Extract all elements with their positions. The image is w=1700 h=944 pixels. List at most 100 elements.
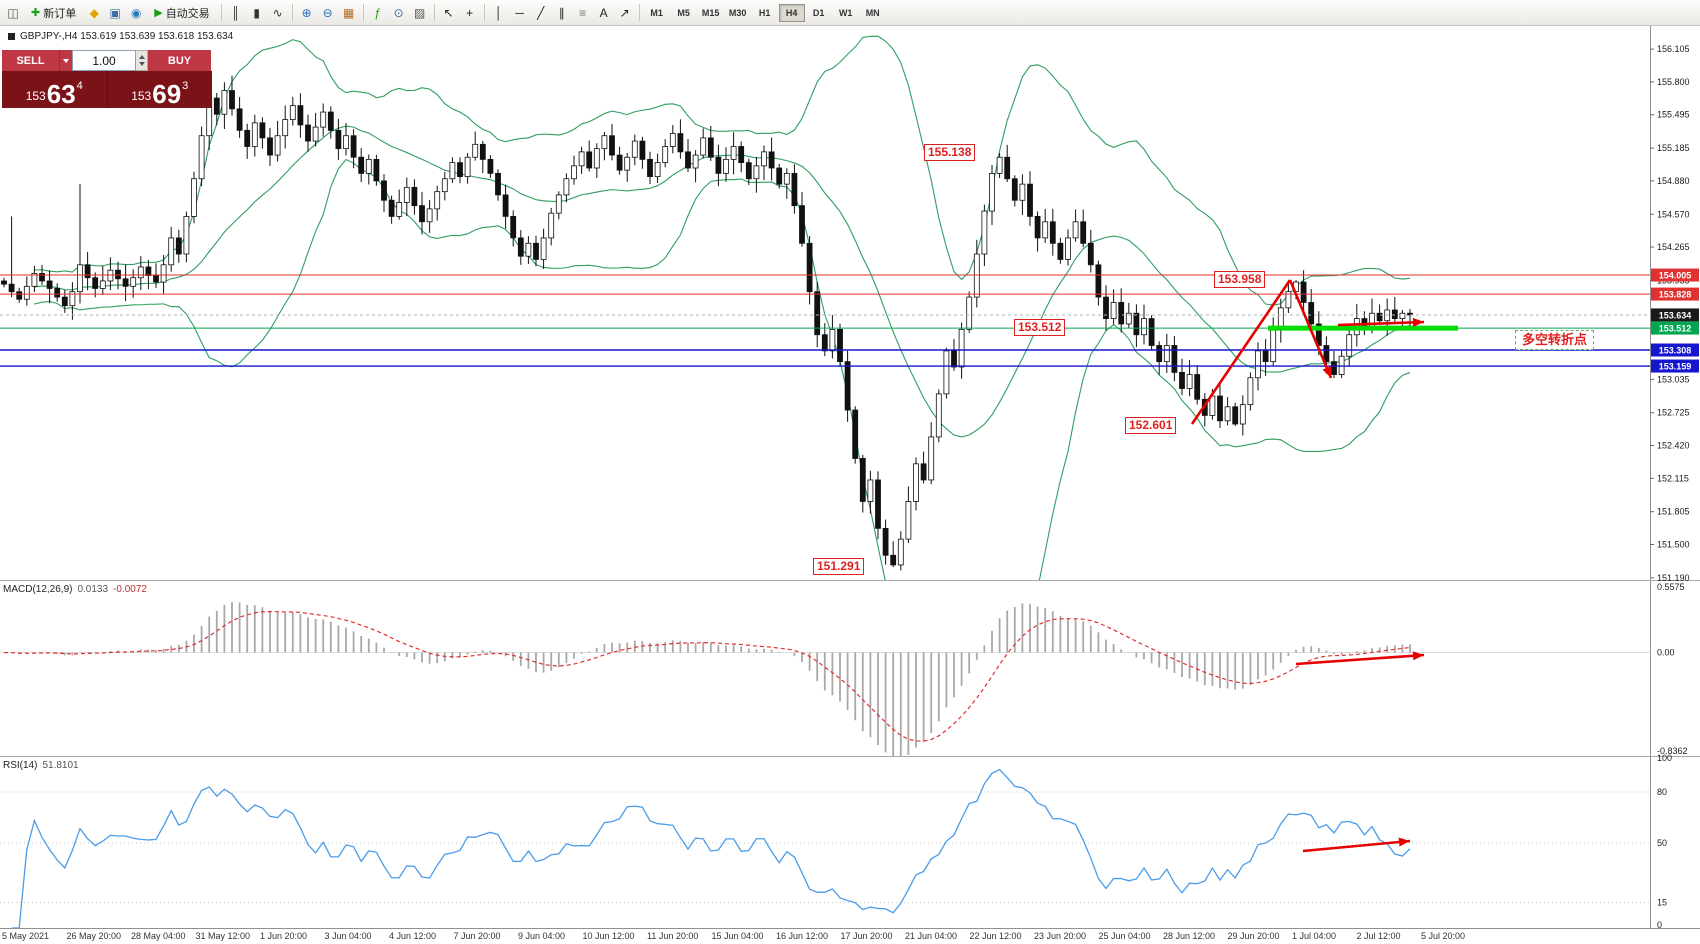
- timeframe-d1-button[interactable]: D1: [812, 7, 825, 18]
- bull-candle-body: [631, 140, 638, 158]
- price-annotation-label[interactable]: 153.512: [1014, 319, 1066, 336]
- red-trend-arrow[interactable]: [1302, 839, 1411, 853]
- bear-candle-body: [487, 158, 494, 174]
- volume-input[interactable]: [72, 50, 136, 71]
- timeframe-h4-button[interactable]: H4: [778, 3, 805, 22]
- bull-candle-body: [130, 277, 137, 287]
- bull-candle-body: [403, 186, 410, 203]
- bear-candle-body: [806, 242, 813, 293]
- toolbar-separator: [483, 4, 485, 21]
- red-trend-arrow[interactable]: [1190, 279, 1292, 425]
- timeframe-h1-button[interactable]: H1: [758, 7, 771, 18]
- volume-spinner[interactable]: [136, 50, 148, 71]
- price-annotation-label[interactable]: 151.291: [813, 558, 865, 575]
- turning-point-label[interactable]: 多空转折点: [1515, 330, 1595, 350]
- macd-name: MACD(12,26,9): [3, 584, 73, 595]
- bollinger-upper-band: [34, 35, 1411, 306]
- trendline-icon[interactable]: ╱: [537, 5, 545, 20]
- rsi-axis-label: 15: [1657, 898, 1667, 908]
- buy-button[interactable]: BUY: [148, 50, 211, 71]
- bull-candle-body: [958, 328, 965, 368]
- main-toolbar: ◫ ✚ 新订单 ◆ ▣ ◉ ▶ 自动交易 ║ ▮ ∿ ⊕ ⊖ ▦ ƒ ⊙ ▨ ↖ + │ ─ ╱ ∥ ≡ A ↗ M1 M5 M15 M3…: [0, 0, 1700, 26]
- indicators-icon[interactable]: ƒ: [374, 5, 382, 20]
- zoom-out-icon[interactable]: ⊖: [322, 5, 333, 20]
- time-axis-label: 5 May 2021: [2, 931, 49, 941]
- price-axis-label: 152.115: [1657, 473, 1689, 483]
- equidistant-channel-icon[interactable]: ∥: [558, 5, 565, 20]
- fibonacci-icon[interactable]: ≡: [579, 5, 587, 20]
- price-annotation-label[interactable]: 155.138: [924, 144, 976, 161]
- bull-candle-body: [168, 237, 175, 266]
- bear-candle-body: [609, 135, 615, 156]
- sell-button[interactable]: SELL: [2, 50, 59, 71]
- bear-candle-body: [373, 158, 380, 182]
- red-trend-arrow[interactable]: [1295, 653, 1425, 666]
- bear-candle-body: [54, 288, 61, 298]
- crosshair-icon[interactable]: +: [466, 5, 474, 20]
- trend-arrows[interactable]: [1190, 279, 1425, 853]
- bull-candle-body: [662, 146, 669, 164]
- bear-candle-body: [115, 269, 121, 280]
- bull-candle-body: [525, 242, 532, 257]
- time-axis-label: 26 May 20:00: [67, 931, 122, 941]
- arrow-head-icon: [1322, 366, 1331, 378]
- horizontal-lines[interactable]: [0, 274, 1650, 367]
- red-trend-arrow[interactable]: [1337, 320, 1425, 327]
- timeframe-m5-button[interactable]: M5: [677, 7, 690, 18]
- bear-candle-body: [1331, 361, 1337, 375]
- bull-candle-body: [137, 266, 144, 279]
- new-order-button[interactable]: ✚ 新订单: [24, 3, 83, 23]
- timeframe-m1-button[interactable]: M1: [650, 7, 663, 18]
- tile-windows-icon[interactable]: ▦: [343, 5, 355, 20]
- bull-candle-body: [472, 143, 479, 158]
- time-axis-label: 2 Jul 12:00: [1357, 931, 1401, 941]
- templates-icon[interactable]: ▨: [414, 5, 426, 20]
- text-label-icon[interactable]: A: [599, 5, 608, 20]
- bear-candle-body: [882, 527, 889, 556]
- chart-window-icon[interactable]: ◫: [7, 5, 19, 20]
- macd-signal-line: [3, 610, 1411, 742]
- zoom-in-icon[interactable]: ⊕: [301, 5, 312, 20]
- red-trend-arrow[interactable]: [1288, 279, 1333, 379]
- bear-candle-body: [381, 180, 387, 201]
- bull-candle-body: [1110, 302, 1117, 319]
- bear-candle-body: [1004, 156, 1011, 180]
- time-axis-label: 21 Jun 04:00: [905, 931, 957, 941]
- bollinger-bands: [34, 35, 1411, 580]
- timeframe-m15-button[interactable]: M15: [701, 7, 720, 18]
- arrows-icon[interactable]: ↗: [619, 5, 630, 20]
- line-chart-icon[interactable]: ∿: [272, 5, 283, 20]
- bear-candle-body: [479, 143, 486, 160]
- new-order-button-label: 新订单: [43, 7, 77, 20]
- timeframe-mn-button[interactable]: MN: [865, 7, 880, 18]
- toolbar-items: ◫ ✚ 新订单 ◆ ▣ ◉ ▶ 自动交易 ║ ▮ ∿ ⊕ ⊖ ▦ ƒ ⊙ ▨ ↖ + │ ─ ╱ ∥ ≡ A ↗ M1 M5 M15 M3…: [3, 3, 886, 23]
- bear-candle-body: [457, 162, 463, 178]
- bull-candle-body: [99, 280, 106, 289]
- candlestick-chart-icon[interactable]: ▮: [253, 5, 260, 20]
- bear-candle-body: [1148, 318, 1155, 346]
- clock-icon[interactable]: ⊙: [393, 5, 404, 20]
- favorites-icon[interactable]: ◆: [89, 5, 99, 20]
- sell-price-pips: 63: [46, 78, 76, 109]
- vertical-line-icon[interactable]: │: [494, 5, 503, 20]
- sell-dropdown-icon[interactable]: [59, 50, 72, 71]
- candlesticks: [1, 75, 1413, 571]
- community-icon[interactable]: ◉: [130, 5, 142, 20]
- bear-candle-body: [1103, 296, 1109, 319]
- horizontal-line-icon[interactable]: ─: [515, 5, 524, 20]
- price-annotation-label[interactable]: 152.601: [1125, 417, 1177, 434]
- sell-price-display[interactable]: 153 63 4: [2, 71, 107, 108]
- bull-candle-body: [77, 264, 83, 293]
- price-annotation-label[interactable]: 153.958: [1214, 271, 1266, 288]
- toolbar-separator: [291, 4, 293, 21]
- bear-candle-body: [1194, 374, 1201, 400]
- buy-price-display[interactable]: 153 69 3: [107, 71, 212, 108]
- cursor-icon[interactable]: ↖: [443, 5, 454, 20]
- auto-trading-button[interactable]: ▶ 自动交易: [147, 3, 216, 23]
- timeframe-w1-button[interactable]: W1: [838, 7, 853, 18]
- bull-candle-body: [928, 436, 935, 481]
- timeframe-m30-button[interactable]: M30: [728, 7, 747, 18]
- profile-icon[interactable]: ▣: [109, 5, 121, 20]
- bar-chart-icon[interactable]: ║: [231, 5, 240, 20]
- bull-candle-body: [1141, 318, 1147, 336]
